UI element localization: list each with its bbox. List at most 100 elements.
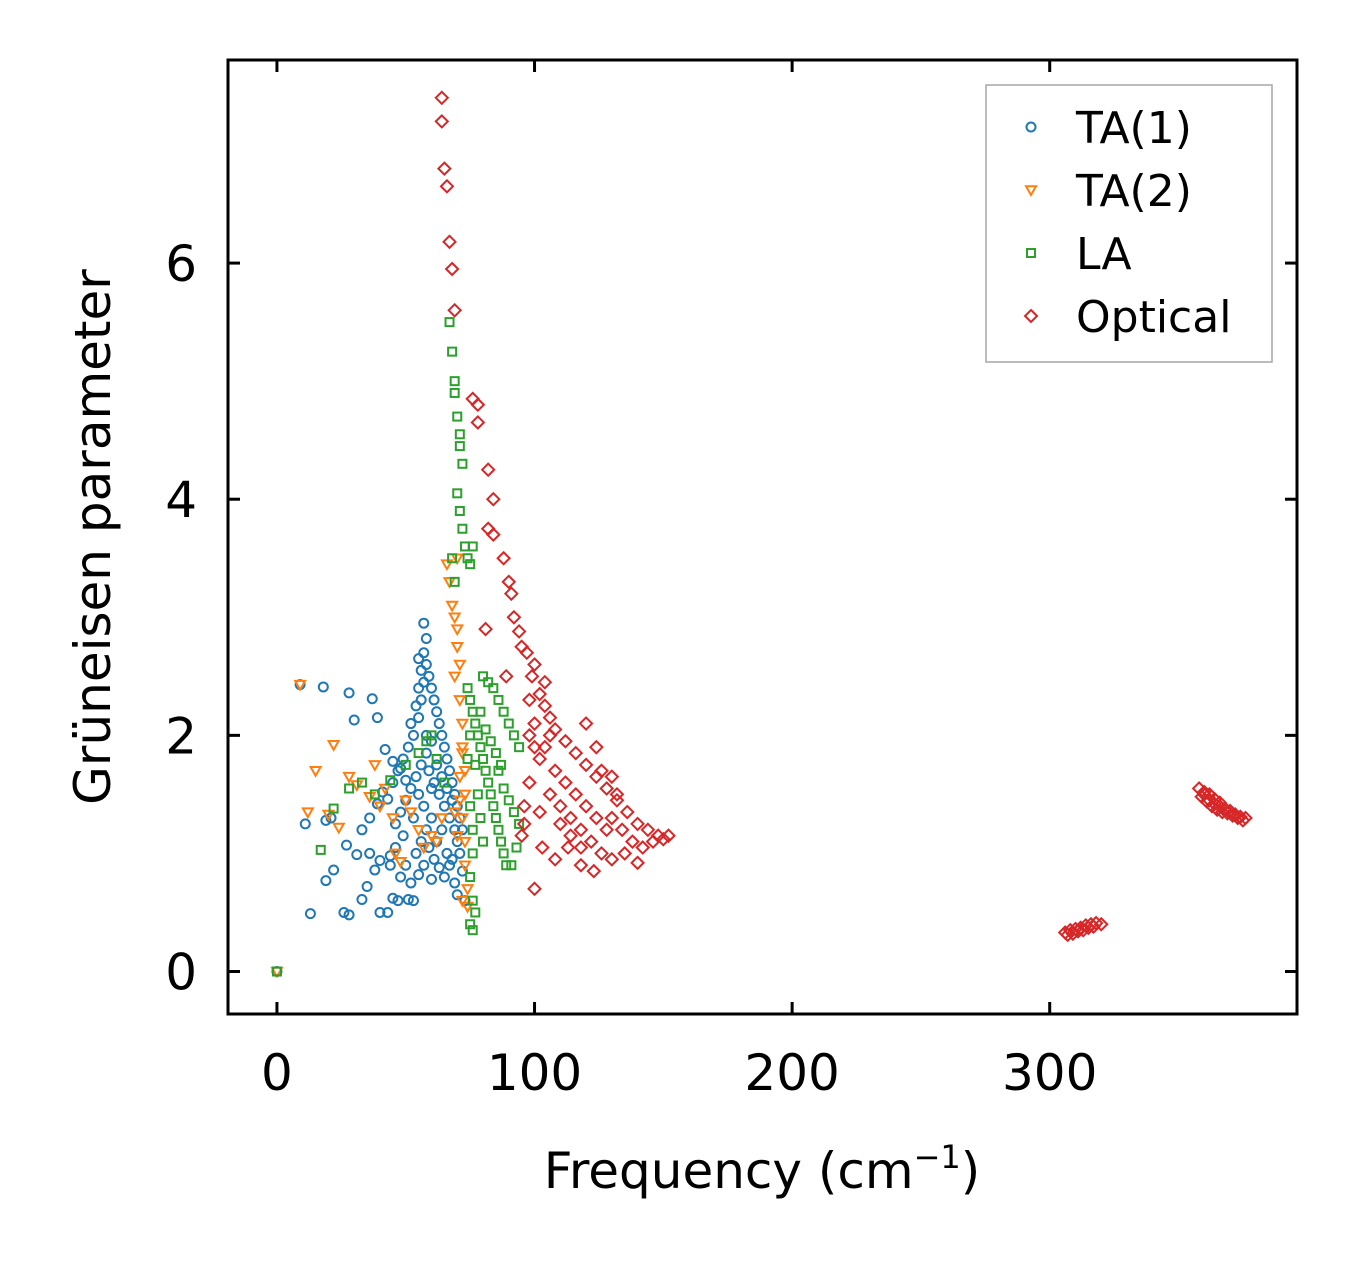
data-point [485,491,501,507]
data-point [462,753,473,764]
data-point [452,411,463,422]
data-point [573,822,589,838]
data-point [369,789,380,800]
data-point [467,848,478,859]
data-point [465,801,476,812]
data-point [361,880,373,892]
data-point [496,836,507,847]
data-point [404,807,418,820]
data-point [315,844,326,855]
legend-marker [1025,121,1037,133]
data-point [417,842,431,855]
legend-label: TA(2) [1075,166,1192,217]
data-point [498,668,514,684]
data-point [438,871,450,883]
data-point [364,812,376,824]
data-point [537,698,553,714]
data-point [460,884,475,896]
data-point [442,577,457,589]
data-point [431,753,442,764]
data-point [395,806,407,818]
data-point [436,729,448,741]
data-point [532,751,548,767]
data-point [470,759,481,770]
data-point [293,679,307,692]
data-point [371,712,383,724]
x-tick-label: 200 [744,1044,839,1102]
data-point [470,397,486,413]
legend: TA(1) TA(2) LA Optical [985,84,1273,363]
data-point [547,763,563,779]
data-point [328,864,340,876]
data-point [428,777,440,789]
data-point [503,795,514,806]
data-point [436,824,448,836]
data-point [410,847,422,859]
data-point [392,895,404,907]
data-point [458,789,472,802]
data-point [447,302,463,318]
data-point [444,261,460,277]
data-point [344,783,355,794]
data-point [614,822,630,838]
data-point [467,895,478,906]
data-point [599,781,615,796]
data-point [619,804,635,820]
data-point [506,609,522,625]
data-point [501,860,512,871]
data-point [1235,812,1251,828]
legend-marker [1023,308,1039,324]
data-point [478,621,494,637]
data-point [369,864,381,876]
data-point [467,541,478,552]
data-point [425,782,437,794]
data-point [450,553,464,566]
data-point [630,855,645,871]
data-point [434,90,450,106]
data-point [428,694,440,706]
data-point [433,788,445,800]
data-point [558,775,573,790]
data-point [402,741,414,753]
data-point [470,415,486,430]
data-point [462,553,473,564]
x-tick-label: 0 [261,1044,293,1102]
data-point [552,816,568,832]
data-point [524,668,540,684]
data-point [450,642,464,654]
data-point [373,801,387,814]
data-point [498,783,509,794]
data-point [447,346,458,357]
data-point [436,771,448,783]
data-point [519,645,535,661]
data-point [411,825,426,837]
data-point [490,748,501,759]
data-point [421,736,432,747]
data-point [475,813,486,824]
data-point [516,798,532,814]
data-point [348,714,360,726]
data-point [496,550,512,566]
data-point [439,178,455,194]
points-layer [270,90,1253,979]
data-point [521,775,537,790]
data-point [356,777,367,788]
data-point [1093,916,1109,932]
data-point [301,807,315,820]
data-point [447,553,458,564]
data-point [447,671,462,684]
data-point [604,851,620,867]
legend-label: Optical [1076,292,1231,343]
data-point [508,807,519,818]
data-point [521,727,537,743]
data-point [514,828,530,844]
data-point [454,429,465,440]
data-point [455,813,470,826]
data-point [514,742,525,753]
data-point [573,857,589,873]
data-point [1086,919,1101,935]
data-point [386,813,400,826]
data-point [537,739,553,755]
data-point [454,441,465,452]
data-point [573,840,589,855]
